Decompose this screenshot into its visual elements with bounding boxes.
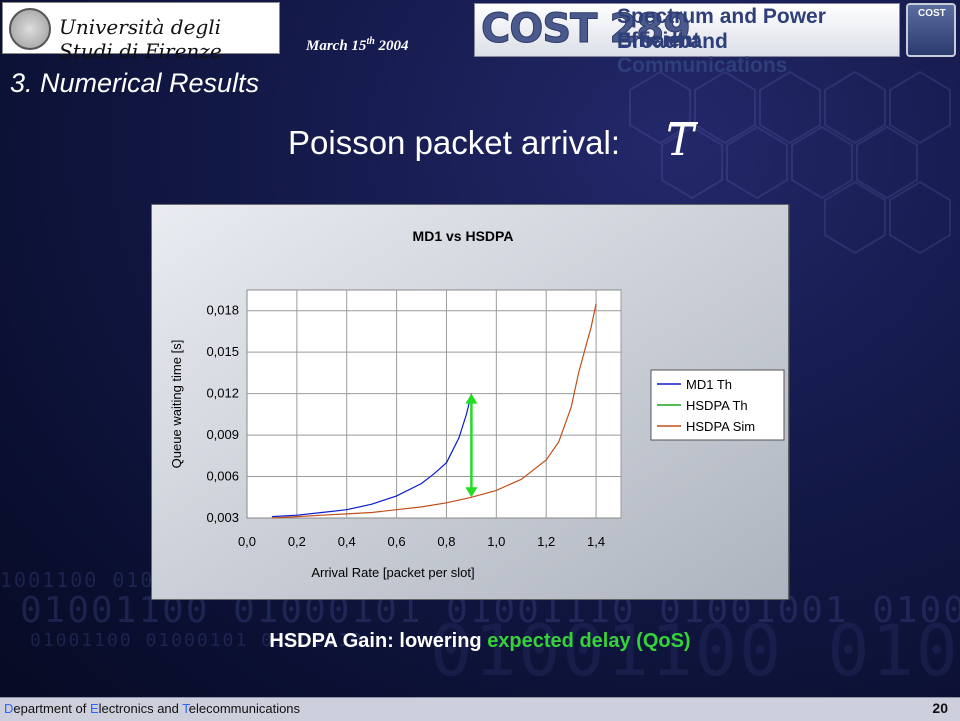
hexagon-pattern: [629, 70, 951, 255]
presentation-date: March 15th 2004: [306, 36, 409, 55]
legend-label: MD1 Th: [686, 377, 732, 392]
x-tick-label: 0,0: [238, 534, 256, 549]
y-axis-label: Queue waiting time [s]: [169, 340, 184, 469]
caption-part-2: expected delay (QoS): [487, 630, 691, 652]
section-title: 3. Numerical Results: [10, 68, 260, 98]
slide-title: Poisson packet arrival:: [288, 124, 620, 161]
dept-initial-d: D: [4, 701, 14, 716]
mean-t-symbol: T: [666, 116, 699, 165]
x-tick-label: 0,8: [437, 534, 455, 549]
dept-text-2: lectronics and: [98, 701, 183, 716]
series-lines: [271, 303, 597, 519]
x-tick-label: 1,4: [587, 534, 605, 549]
grid-lines: [247, 290, 622, 518]
legend-label: HSDPA Th: [686, 398, 748, 413]
legend-label: HSDPA Sim: [686, 419, 755, 434]
y-tick-label: 0,012: [206, 386, 239, 401]
x-axis-label: Arrival Rate [packet per slot]: [311, 565, 474, 580]
university-seal-icon: [9, 8, 51, 50]
legend: MD1 Th HSDPA Th HSDPA Sim: [650, 369, 785, 441]
cost-title: COST 289: [481, 6, 692, 53]
plot-area: [246, 289, 622, 519]
annotation-arrowhead-up: [465, 393, 478, 404]
annotation-arrowhead-down: [465, 487, 478, 498]
chart: MD1 vs HSDPA 0,0 0,2 0,4 0,6 0,8 1,0 1,2 1,40,0…: [151, 204, 790, 600]
university-name: Università degli Studi di Firenze: [59, 15, 222, 63]
x-tick-label: 0,6: [388, 534, 406, 549]
x-tick-label: 0,4: [338, 534, 356, 549]
cost-289-banner: COST 289 Spectrum and Power Efficient Br…: [474, 3, 900, 77]
y-tick-label: 0,015: [206, 344, 239, 359]
annotations: [465, 393, 478, 498]
dept-initial-e: E: [90, 701, 99, 716]
x-tick-label: 1,2: [537, 534, 555, 549]
y-tick-label: 0,006: [206, 469, 239, 484]
dept-text-1: epartment of: [13, 701, 90, 716]
department-name: Department of Electronics and Telecommun…: [4, 701, 300, 716]
dept-text-3: elecommunications: [188, 701, 301, 716]
university-logo: Università degli Studi di Firenze: [2, 2, 280, 63]
cost-subtitle-line-1: Spectrum and Power Efficient: [617, 5, 826, 52]
slide-caption: HSDPA Gain: lowering expected delay (QoS…: [0, 630, 960, 653]
tick-labels: 0,0 0,2 0,4 0,6 0,8 1,0 1,2 1,4 0,003 0,006 0,009 0…: [206, 303, 605, 549]
date-year: 2004: [378, 38, 409, 54]
x-tick-label: 1,0: [487, 534, 505, 549]
y-tick-label: 0,009: [206, 427, 239, 442]
series-line-hsdpa-sim: [271, 303, 597, 519]
cost-badge-label: COST: [918, 8, 946, 19]
cost-subtitle-line-2: Broadband Communications: [617, 30, 788, 77]
page-number: 20: [932, 700, 948, 716]
y-tick-label: 0,003: [206, 510, 239, 525]
footer-bar: Department of Electronics and Telecommun…: [0, 697, 960, 721]
y-tick-label: 0,018: [206, 303, 239, 318]
date-month-day: March 15: [306, 38, 367, 54]
date-suffix: th: [366, 36, 375, 47]
binary-background-text: 01001100 0100: [430, 610, 960, 692]
binary-background-text: 01001100 01000101 01001110: [30, 630, 364, 651]
cost-badge-logo: COST: [906, 3, 956, 57]
dept-initial-t: T: [182, 701, 189, 716]
chart-title: MD1 vs HSDPA: [413, 228, 514, 244]
caption-part-1: HSDPA Gain: lowering: [269, 630, 488, 652]
series-line-md1-th: [271, 393, 472, 518]
x-tick-label: 0,2: [288, 534, 306, 549]
